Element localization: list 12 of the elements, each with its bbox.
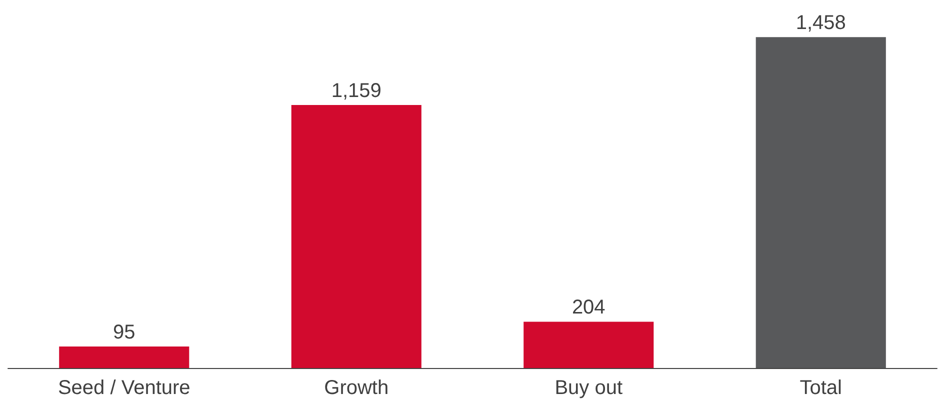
x-tick-label: Buy out [554, 377, 623, 399]
data-label: 204 [572, 296, 606, 319]
x-tick-label: Seed / Venture [58, 377, 190, 399]
x-tick-label: Total [800, 377, 842, 399]
bar [756, 37, 886, 368]
data-label: 1,159 [331, 80, 382, 102]
x-tick-label: Growth [324, 377, 389, 399]
bar [524, 322, 654, 368]
data-label: 1,458 [796, 12, 846, 34]
bar [291, 104, 422, 368]
bar [59, 346, 190, 368]
data-label: 95 [113, 321, 136, 344]
